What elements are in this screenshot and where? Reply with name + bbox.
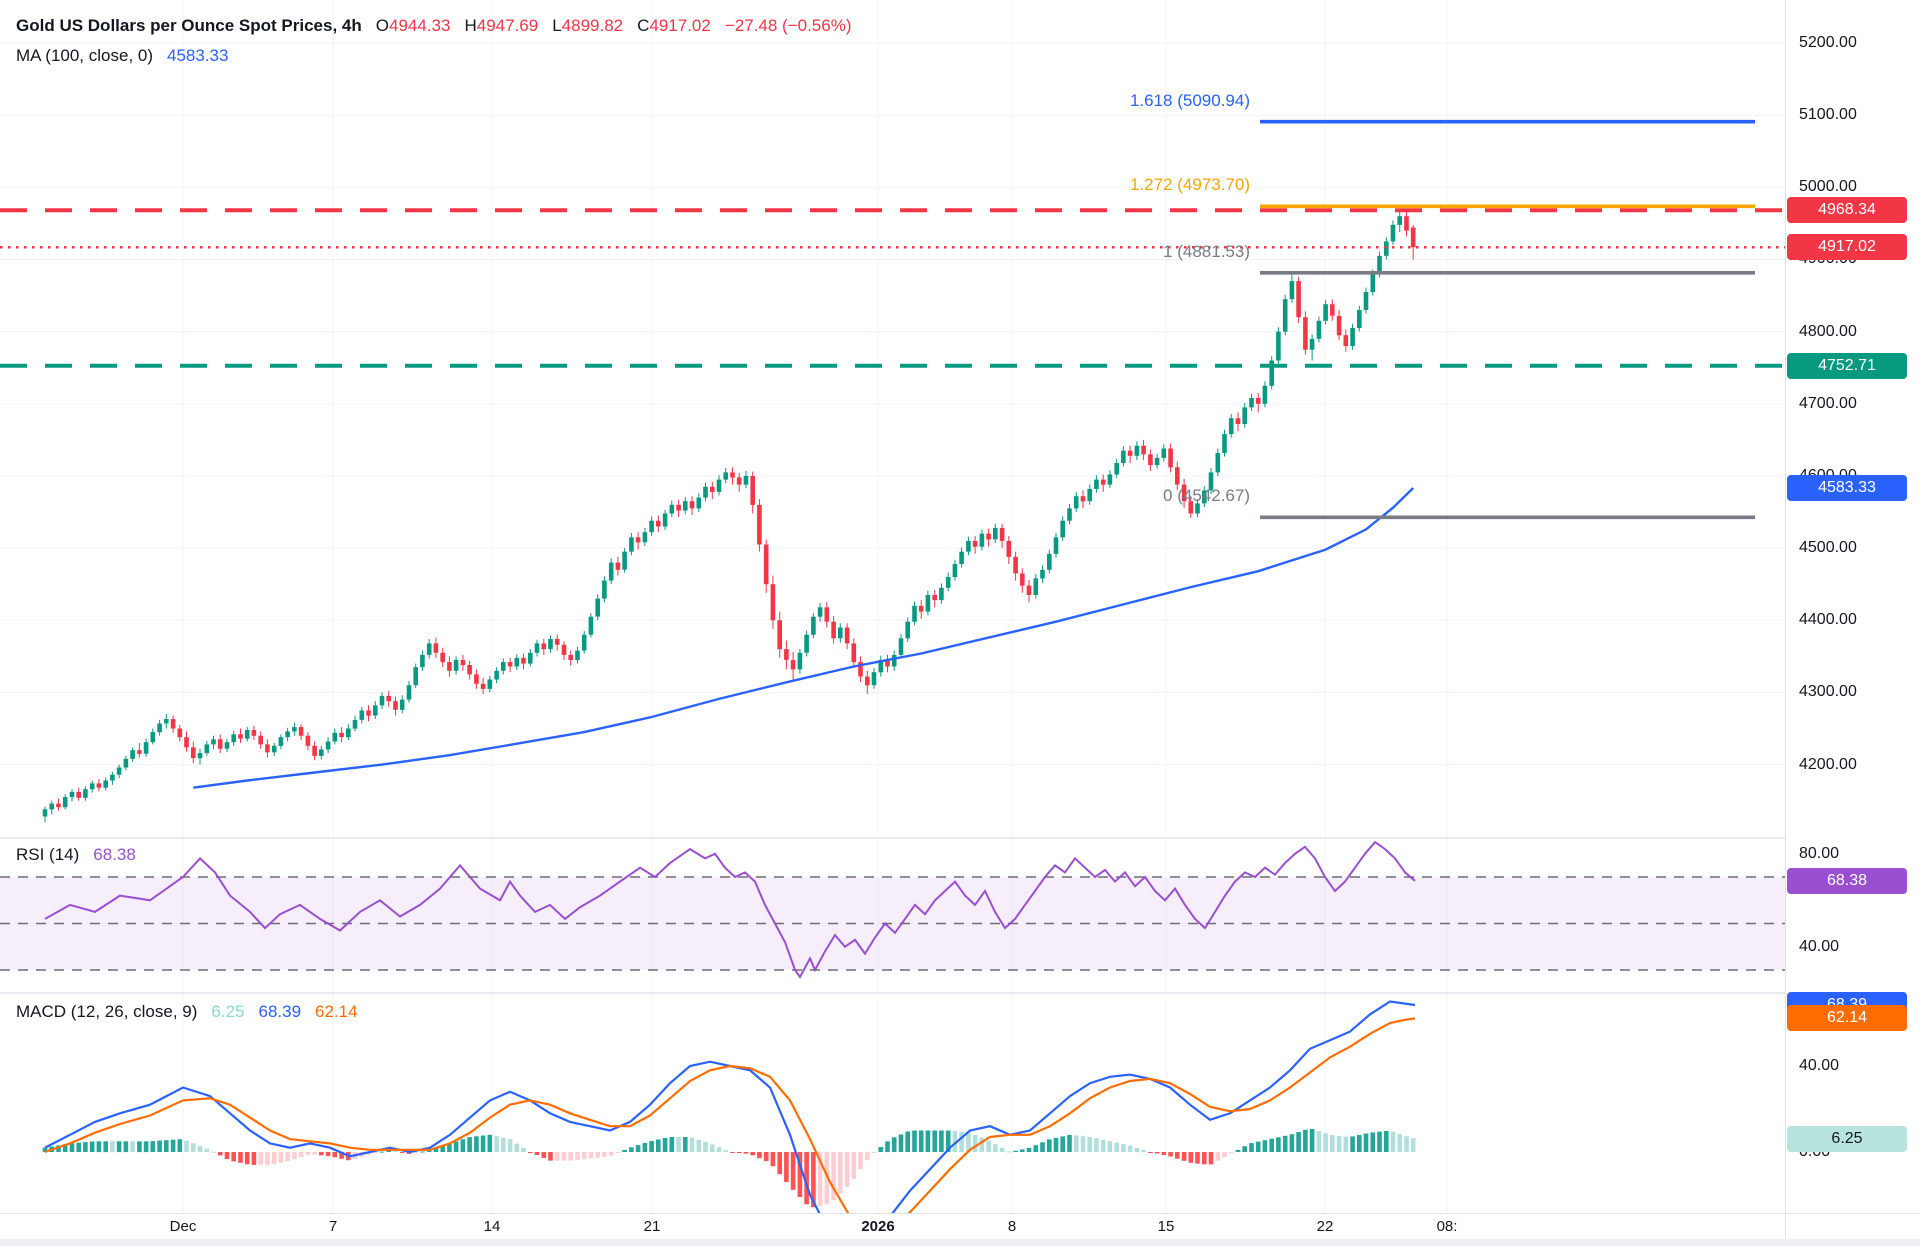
time-tick-08:: 08: (1436, 1218, 1458, 1235)
rsi-tick-label: 40.00 (1799, 937, 1840, 955)
axis-badge-4583.33: 4583.33 (1787, 474, 1907, 501)
fib-level-label-0: 0 (4542.67) (1163, 486, 1250, 506)
fib-level-label-1.618: 1.618 (5090.94) (1129, 90, 1250, 110)
rsi-label: RSI (14) (16, 845, 80, 864)
time-axis-border (0, 1213, 1920, 1214)
price-tick-label: 5200.00 (1799, 34, 1857, 51)
change-value: −27.48 (−0.56%) (724, 16, 852, 35)
rsi-tick-label: 80.00 (1799, 844, 1840, 862)
axis-badge-4917.02: 4917.02 (1787, 234, 1907, 261)
axis-badge-4968.34: 4968.34 (1787, 197, 1907, 224)
ohlc-high: H4947.69 (464, 16, 539, 35)
price-tick-label: 4300.00 (1799, 683, 1857, 701)
fib-level-label-1: 1 (4881.53) (1163, 241, 1250, 261)
macd-signal-value: 62.14 (315, 1002, 358, 1021)
time-tick-22: 22 (1316, 1218, 1334, 1235)
price-axis-border (1785, 0, 1786, 1246)
price-tick-label: 4700.00 (1799, 394, 1857, 412)
macd-legend-row[interactable]: MACD (12, 26, close, 9) 6.25 68.39 62.14 (16, 1002, 358, 1022)
time-tick-8: 8 (1007, 1218, 1017, 1235)
fib-level-label-1.272: 1.272 (4973.70) (1129, 175, 1250, 195)
axis-badge-62.14: 62.14 (1787, 1005, 1907, 1032)
rsi-legend-row[interactable]: RSI (14) 68.38 (16, 845, 136, 865)
axis-badge-4752.71: 4752.71 (1787, 352, 1907, 379)
ohlc-open: O4944.33 (375, 16, 451, 35)
symbol-legend-row[interactable]: Gold US Dollars per Ounce Spot Prices, 4… (16, 16, 852, 36)
macd-tick-label: 40.00 (1799, 1057, 1840, 1074)
macd-line-value: 68.39 (258, 1002, 302, 1021)
price-tick-label: 4400.00 (1799, 611, 1857, 629)
macd-hist-value: 6.25 (211, 1002, 245, 1021)
time-tick-Dec: Dec (169, 1218, 197, 1235)
price-tick-label: 4800.00 (1799, 322, 1857, 340)
ma-legend-row[interactable]: MA (100, close, 0) 4583.33 (16, 46, 228, 66)
bottom-strip (0, 1239, 1920, 1246)
pane-separator-rsi-macd[interactable] (0, 992, 1785, 994)
axis-badge-6.25: 6.25 (1787, 1125, 1907, 1152)
ma-label: MA (100, close, 0) (16, 46, 154, 65)
price-tick-label: 5000.00 (1799, 178, 1857, 196)
ma-value: 4583.33 (167, 46, 229, 65)
time-tick-21: 21 (643, 1218, 661, 1235)
time-tick-15: 15 (1157, 1218, 1175, 1235)
macd-label: MACD (12, 26, close, 9) (16, 1002, 198, 1021)
price-tick-label: 4500.00 (1799, 539, 1857, 557)
time-tick-7: 7 (328, 1218, 338, 1235)
ohlc-low: L4899.82 (552, 16, 624, 35)
ohlc-close: C4917.02 (637, 16, 711, 35)
pane-separator-main-rsi[interactable] (0, 837, 1785, 839)
price-tick-label: 5100.00 (1799, 106, 1857, 124)
symbol-title: Gold US Dollars per Ounce Spot Prices, 4… (16, 16, 362, 35)
time-tick-14: 14 (483, 1218, 501, 1235)
price-tick-label: 4200.00 (1799, 755, 1857, 773)
time-tick-2026: 2026 (861, 1218, 895, 1235)
rsi-value: 68.38 (93, 845, 136, 864)
axis-badge-68.38: 68.38 (1787, 867, 1907, 894)
